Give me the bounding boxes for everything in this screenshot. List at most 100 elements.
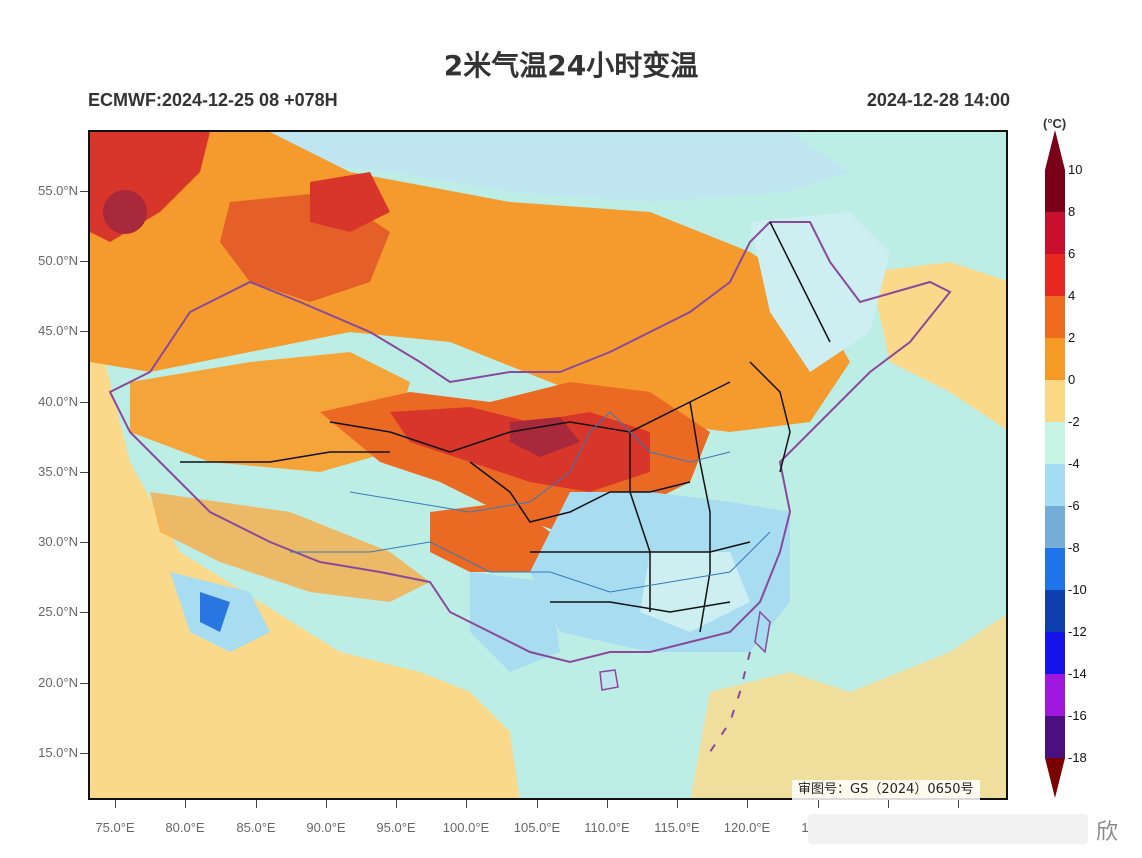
lon-tick: [396, 800, 397, 808]
region-cool-north: [270, 132, 850, 202]
province-line: [550, 601, 731, 613]
province-line: [180, 451, 390, 463]
colorbar-segment: [1045, 212, 1065, 254]
province-line: [769, 221, 831, 343]
lon-label: 95.0°E: [376, 820, 416, 835]
lon-tick: [115, 800, 116, 808]
colorbar-label: -16: [1068, 708, 1087, 723]
colorbar-label: 8: [1068, 204, 1076, 219]
lat-label: 50.0°N: [38, 253, 78, 268]
colorbar-segment: [1045, 254, 1065, 296]
region-cold-tibet: [200, 592, 230, 632]
region-hot-dark-core: [510, 417, 580, 457]
colorbar-label: -2: [1068, 414, 1080, 429]
lat-tick: [80, 331, 88, 332]
province-line: [629, 432, 651, 612]
colorbar-top-arrow: [1045, 130, 1065, 170]
colorbar-label: 2: [1068, 330, 1076, 345]
colorbar-segment: [1045, 464, 1065, 506]
province-line: [689, 401, 711, 633]
hainan: [599, 669, 619, 691]
lat-label: 15.0°N: [38, 745, 78, 760]
region-warm-light-sea: [690, 614, 1006, 798]
colorbar-label: -6: [1068, 498, 1080, 513]
lon-tick: [958, 800, 959, 808]
lat-label: 45.0°N: [38, 323, 78, 338]
lat-label: 35.0°N: [38, 464, 78, 479]
lon-tick: [326, 800, 327, 808]
lat-tick: [80, 472, 88, 473]
lon-tick: [607, 800, 608, 808]
lat-tick: [80, 402, 88, 403]
region-hot-mongolia: [310, 172, 390, 232]
colorbar-label: 6: [1068, 246, 1076, 261]
colorbar-segment: [1045, 170, 1065, 212]
colorbar-segment: [1045, 422, 1065, 464]
lat-tick: [80, 261, 88, 262]
lon-label: 80.0°E: [165, 820, 205, 835]
colorbar: [1045, 130, 1065, 798]
province-line: [749, 361, 791, 473]
colorbar-bottom-arrow: [1045, 758, 1065, 798]
map-title: 2米气温24小时变温: [443, 49, 699, 82]
lon-label: 85.0°E: [236, 820, 276, 835]
region-hot-dark-northwest: [103, 190, 147, 234]
colorbar-segment: [1045, 674, 1065, 716]
lat-label: 40.0°N: [38, 394, 78, 409]
colorbar-label: -18: [1068, 750, 1087, 765]
china-border: [108, 221, 952, 664]
lon-tick: [185, 800, 186, 808]
lon-label: 105.0°E: [513, 820, 561, 835]
lat-label: 20.0°N: [38, 675, 78, 690]
temperature-change-map[interactable]: [88, 130, 1008, 800]
region-warm-sichuan: [430, 502, 550, 572]
lat-label: 25.0°N: [38, 604, 78, 619]
lon-label: 100.0°E: [442, 820, 490, 835]
map-approval-number: 审图号：GS（2024）0650号: [792, 780, 980, 800]
watermark-blur: [808, 814, 1088, 844]
lon-label: 90.0°E: [306, 820, 346, 835]
colorbar-label: -4: [1068, 456, 1080, 471]
colorbar-segment: [1045, 716, 1065, 758]
lon-tick: [256, 800, 257, 808]
lat-label: 30.0°N: [38, 534, 78, 549]
colorbar-segment: [1045, 296, 1065, 338]
colorbar-label: -8: [1068, 540, 1080, 555]
colorbar-label: 0: [1068, 372, 1076, 387]
yellow-river: [349, 411, 731, 513]
colorbar-segment: [1045, 548, 1065, 590]
yangtze-river: [290, 531, 771, 593]
colorbar-segment: [1045, 380, 1065, 422]
lon-label: 115.0°E: [654, 820, 700, 835]
colorbar-label: -14: [1068, 666, 1087, 681]
province-line: [469, 461, 691, 523]
lon-label: 1: [801, 820, 809, 835]
model-run-label: ECMWF:2024-12-25 08 +078H: [88, 90, 338, 110]
lon-tick: [677, 800, 678, 808]
colorbar-label: 10: [1068, 162, 1083, 177]
lon-tick: [888, 800, 889, 808]
colorbar-label: 4: [1068, 288, 1076, 303]
lon-tick: [537, 800, 538, 808]
colorbar-label: -12: [1068, 624, 1087, 639]
region-warm-light-west: [90, 302, 520, 798]
lat-label: 55.0°N: [38, 183, 78, 198]
nine-dash-line: [709, 651, 751, 753]
lat-tick: [80, 612, 88, 613]
colorbar-segment: [1045, 338, 1065, 380]
colorbar-unit: (°C): [1043, 116, 1067, 131]
watermark-text: 欣: [1096, 820, 1119, 845]
lat-tick: [80, 683, 88, 684]
lon-label: 110.0°E: [584, 820, 630, 835]
map-canvas: [90, 132, 1006, 798]
lon-label: 75.0°E: [95, 820, 135, 835]
lat-tick: [80, 753, 88, 754]
region-hot-core: [390, 407, 650, 492]
region-warm-tibet: [150, 492, 430, 602]
province-line: [329, 381, 731, 453]
lon-label: 120.0°E: [723, 820, 771, 835]
colorbar-segment: [1045, 590, 1065, 632]
valid-time-label: 2024-12-28 14:00: [866, 90, 1010, 110]
region-cool-yunnan: [470, 572, 560, 672]
lon-tick: [466, 800, 467, 808]
